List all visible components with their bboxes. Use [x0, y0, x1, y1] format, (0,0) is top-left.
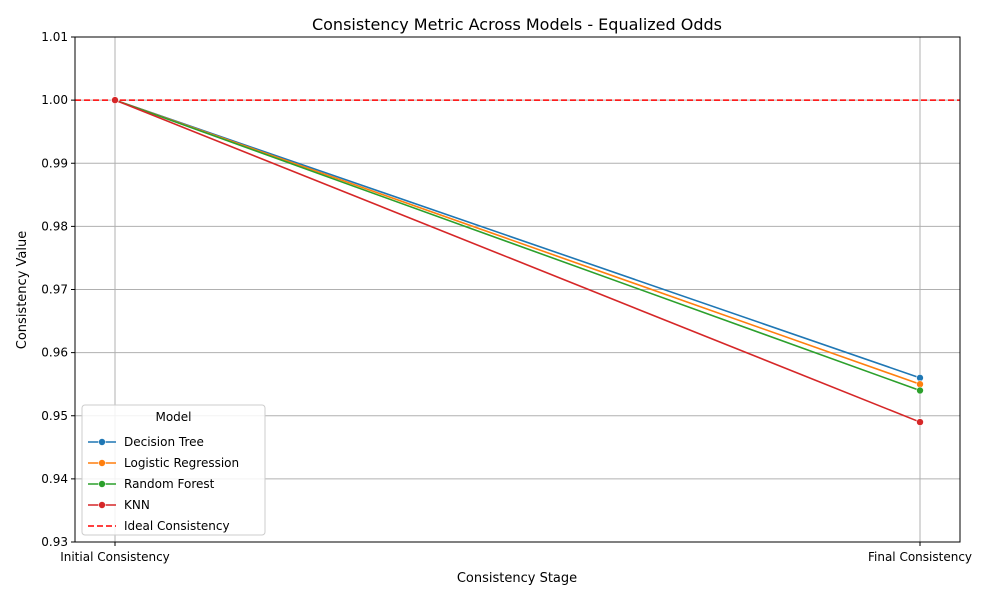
x-tick-label: Final Consistency [868, 550, 972, 564]
legend-label: Logistic Regression [124, 456, 239, 470]
y-tick-label: 0.95 [41, 409, 68, 423]
series-line [114, 99, 921, 385]
legend-label: Random Forest [124, 477, 215, 491]
legend-box [81, 404, 266, 536]
data-point [916, 418, 924, 426]
y-tick-label: 1.01 [41, 30, 68, 44]
legend: Model Decision Tree Logistic Regression Ran… [81, 404, 266, 536]
series-line [114, 99, 921, 379]
x-tick-label: Initial Consistency [60, 550, 170, 564]
legend-label: Decision Tree [124, 435, 204, 449]
y-axis-label: Consistency Value [15, 231, 30, 349]
y-axis: 0.93 0.94 0.95 0.96 0.97 0.98 0.99 1.00 1.01 [41, 30, 75, 549]
legend-label: KNN [124, 498, 150, 512]
y-tick-label: 0.98 [41, 219, 68, 233]
chart-title: Consistency Metric Across Models - Equal… [312, 15, 722, 34]
x-axis-label: Consistency Stage [457, 571, 577, 586]
y-tick-label: 1.00 [41, 93, 68, 107]
y-tick-label: 0.94 [41, 472, 68, 486]
series-line [114, 99, 921, 392]
legend-title: Model [155, 410, 191, 424]
y-tick-label: 0.97 [41, 283, 68, 297]
legend-marker [98, 438, 106, 446]
legend-marker [98, 480, 106, 488]
data-point [916, 380, 924, 388]
y-tick-label: 0.96 [41, 346, 68, 360]
legend-label: Ideal Consistency [124, 519, 230, 533]
series-line [114, 99, 921, 423]
legend-marker [98, 501, 106, 509]
data-point [916, 386, 924, 395]
legend-marker [98, 459, 106, 467]
x-axis: Initial Consistency Final Consistency [60, 542, 972, 564]
y-tick-label: 0.99 [41, 156, 68, 170]
y-tick-label: 0.93 [41, 535, 68, 549]
data-point [111, 96, 119, 104]
series-group [111, 96, 924, 426]
data-point [916, 374, 924, 382]
